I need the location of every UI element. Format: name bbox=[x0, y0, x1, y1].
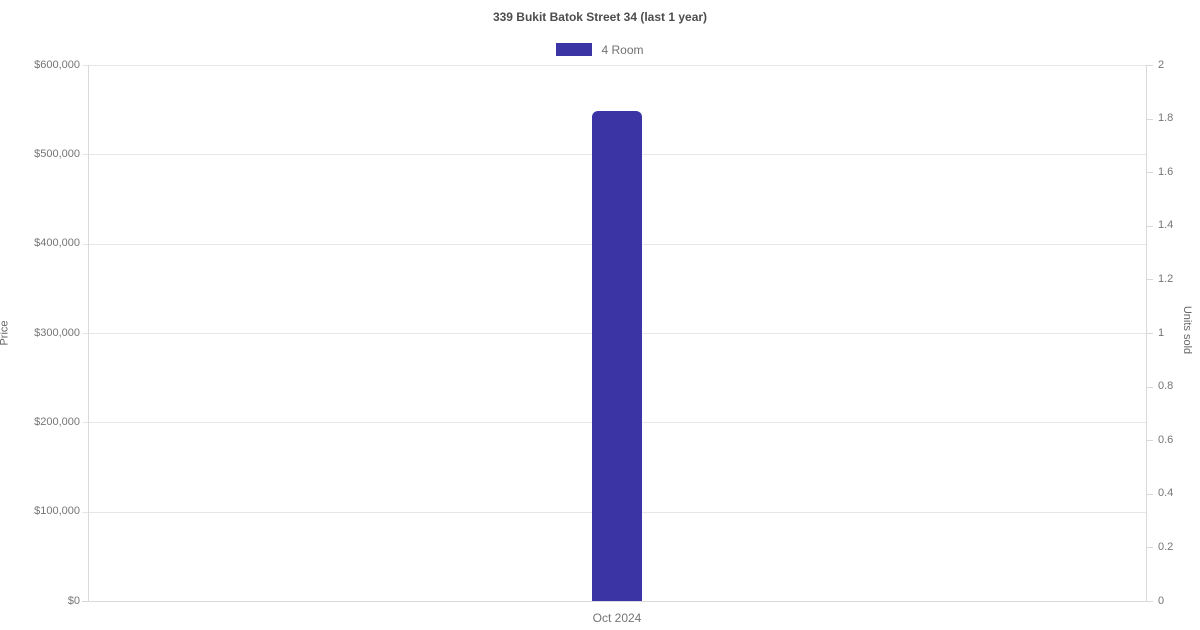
legend-swatch bbox=[556, 43, 593, 56]
right-axis-tick-label: 1.8 bbox=[1158, 112, 1174, 125]
right-axis-tick bbox=[1146, 493, 1153, 495]
right-axis-tick bbox=[1146, 118, 1153, 120]
left-axis-tick-label: $200,000 bbox=[34, 415, 80, 428]
legend-label: 4 Room bbox=[601, 42, 644, 57]
right-axis-tick-label: 1 bbox=[1158, 326, 1165, 339]
right-axis-tick-label: 1.6 bbox=[1158, 165, 1174, 178]
right-axis-tick-label: 1.2 bbox=[1158, 272, 1174, 285]
bar-4-room[interactable] bbox=[592, 111, 642, 601]
left-axis-tick-label: $400,000 bbox=[34, 237, 80, 250]
legend: 4 Room bbox=[0, 42, 1200, 57]
right-axis-tick bbox=[1146, 440, 1153, 442]
left-axis-title: Price bbox=[0, 320, 11, 346]
gridline bbox=[82, 65, 1146, 66]
right-axis-tick bbox=[1146, 279, 1153, 281]
left-axis-tick-label: $0 bbox=[67, 594, 80, 607]
x-axis-line bbox=[82, 601, 1146, 602]
right-axis-tick-label: 0 bbox=[1158, 594, 1165, 607]
left-axis-tick-label: $600,000 bbox=[34, 58, 80, 71]
right-axis-tick-label: 0.4 bbox=[1158, 487, 1174, 500]
right-axis-tick bbox=[1146, 65, 1153, 66]
right-axis-title: Units sold bbox=[1181, 305, 1194, 355]
right-axis-tick bbox=[1146, 386, 1153, 388]
left-axis-line bbox=[88, 65, 89, 601]
right-axis-tick-label: 1.4 bbox=[1158, 219, 1174, 232]
right-axis-tick bbox=[1146, 547, 1153, 549]
right-axis-tick-label: 0.6 bbox=[1158, 433, 1174, 446]
right-axis-tick bbox=[1146, 601, 1153, 602]
left-axis-tick-label: $100,000 bbox=[34, 505, 80, 518]
right-axis-tick-label: 0.2 bbox=[1158, 540, 1174, 553]
right-axis-tick bbox=[1146, 172, 1153, 174]
right-axis-tick bbox=[1146, 225, 1153, 227]
legend-item-4-room[interactable]: 4 Room bbox=[556, 42, 644, 57]
right-axis-tick bbox=[1146, 333, 1153, 334]
left-axis-tick-label: $500,000 bbox=[34, 147, 80, 160]
left-axis-tick-label: $300,000 bbox=[34, 326, 80, 339]
right-axis-tick-label: 0.8 bbox=[1158, 380, 1174, 393]
x-axis-tick-label: Oct 2024 bbox=[592, 611, 642, 625]
right-axis-tick-label: 2 bbox=[1158, 58, 1165, 71]
right-axis-line bbox=[1146, 65, 1147, 601]
chart-title: 339 Bukit Batok Street 34 (last 1 year) bbox=[492, 10, 708, 24]
